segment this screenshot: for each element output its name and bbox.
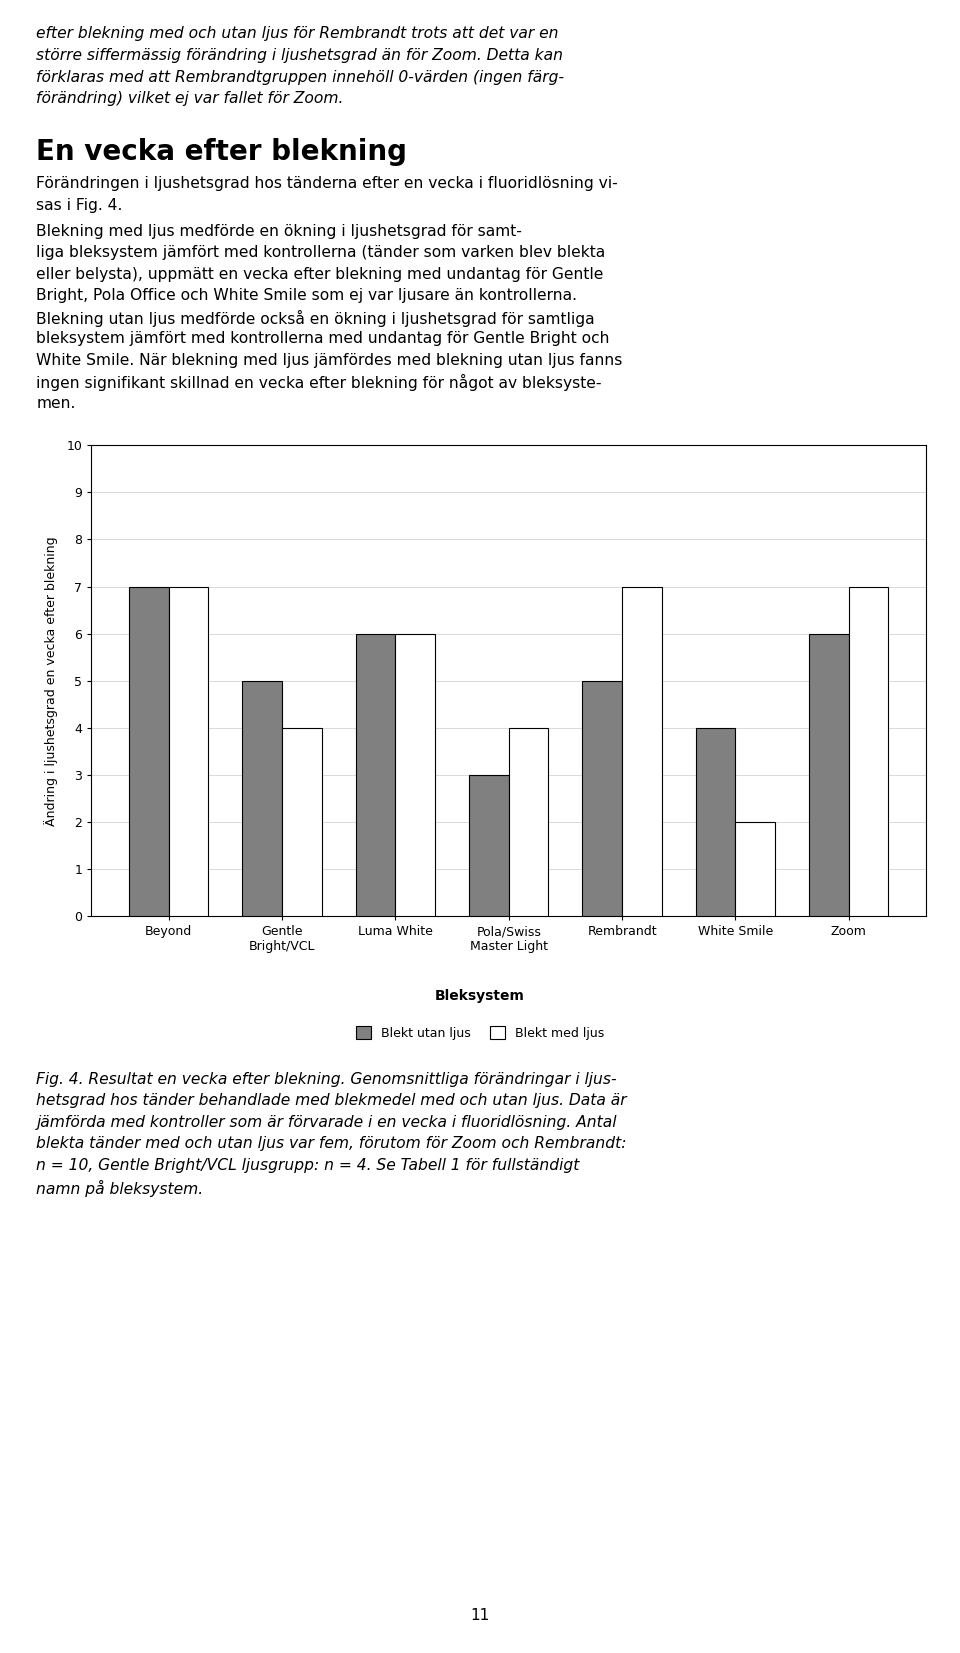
Bar <box>809 633 849 916</box>
Bar <box>735 822 775 916</box>
Text: liga bleksystem jämfört med kontrollerna (tänder som varken blev blekta: liga bleksystem jämfört med kontrollerna… <box>36 245 606 260</box>
Bar <box>130 587 169 916</box>
Text: Blekning utan ljus medförde också en ökning i ljushetsgrad för samtliga: Blekning utan ljus medförde också en ökn… <box>36 309 595 327</box>
Bar <box>849 587 888 916</box>
Text: eller belysta), uppmätt en vecka efter blekning med undantag för Gentle: eller belysta), uppmätt en vecka efter b… <box>36 266 604 281</box>
Text: Fig. 4. Resultat en vecka efter blekning. Genomsnittliga förändringar i ljus-: Fig. 4. Resultat en vecka efter blekning… <box>36 1071 617 1088</box>
Text: efter blekning med och utan ljus för Rembrandt trots att det var en: efter blekning med och utan ljus för Rem… <box>36 26 559 41</box>
Bar <box>696 727 735 916</box>
Text: n = 10, Gentle Bright/VCL ljusgrupp: n = 4. Se Tabell 1 för fullständigt: n = 10, Gentle Bright/VCL ljusgrupp: n =… <box>36 1159 580 1174</box>
Text: förklaras med att Rembrandtgruppen innehöll 0-värden (ingen färg-: förklaras med att Rembrandtgruppen inneh… <box>36 69 564 84</box>
Text: Förändringen i ljushetsgrad hos tänderna efter en vecka i fluoridlösning vi-: Förändringen i ljushetsgrad hos tänderna… <box>36 177 618 192</box>
Bar <box>509 727 548 916</box>
Text: 11: 11 <box>470 1608 490 1623</box>
Bar <box>583 681 622 916</box>
Text: Bright, Pola Office och White Smile som ej var ljusare än kontrollerna.: Bright, Pola Office och White Smile som … <box>36 288 578 302</box>
Text: Blekning med ljus medförde en ökning i ljushetsgrad för samt-: Blekning med ljus medförde en ökning i l… <box>36 223 522 238</box>
Bar <box>243 681 282 916</box>
Text: namn på bleksystem.: namn på bleksystem. <box>36 1180 204 1197</box>
Y-axis label: Ändring i ljushetsgrad en vecka efter blekning: Ändring i ljushetsgrad en vecka efter bl… <box>44 536 58 825</box>
Text: större siffermässig förändring i ljushetsgrad än för Zoom. Detta kan: större siffermässig förändring i ljushet… <box>36 48 564 63</box>
Text: förändring) vilket ej var fallet för Zoom.: förändring) vilket ej var fallet för Zoo… <box>36 91 344 106</box>
Text: Bleksystem: Bleksystem <box>435 988 525 1002</box>
Bar <box>622 587 661 916</box>
Text: sas i Fig. 4.: sas i Fig. 4. <box>36 198 123 213</box>
Bar <box>396 633 435 916</box>
Text: bleksystem jämfört med kontrollerna med undantag för Gentle Bright och: bleksystem jämfört med kontrollerna med … <box>36 331 610 347</box>
Bar <box>356 633 396 916</box>
Legend: Blekt utan ljus, Blekt med ljus: Blekt utan ljus, Blekt med ljus <box>351 1022 609 1045</box>
Text: hetsgrad hos tänder behandlade med blekmedel med och utan ljus. Data är: hetsgrad hos tänder behandlade med blekm… <box>36 1093 627 1109</box>
Bar <box>169 587 208 916</box>
Text: men.: men. <box>36 395 76 412</box>
Text: White Smile. När blekning med ljus jämfördes med blekning utan ljus fanns: White Smile. När blekning med ljus jämfö… <box>36 352 623 369</box>
Bar <box>469 775 509 916</box>
Text: jämförda med kontroller som är förvarade i en vecka i fluoridlösning. Antal: jämförda med kontroller som är förvarade… <box>36 1114 617 1131</box>
Text: ingen signifikant skillnad en vecka efter blekning för något av bleksyste-: ingen signifikant skillnad en vecka efte… <box>36 374 602 392</box>
Text: blekta tänder med och utan ljus var fem, förutom för Zoom och Rembrandt:: blekta tänder med och utan ljus var fem,… <box>36 1137 627 1152</box>
Bar <box>282 727 322 916</box>
Text: En vecka efter blekning: En vecka efter blekning <box>36 137 407 165</box>
